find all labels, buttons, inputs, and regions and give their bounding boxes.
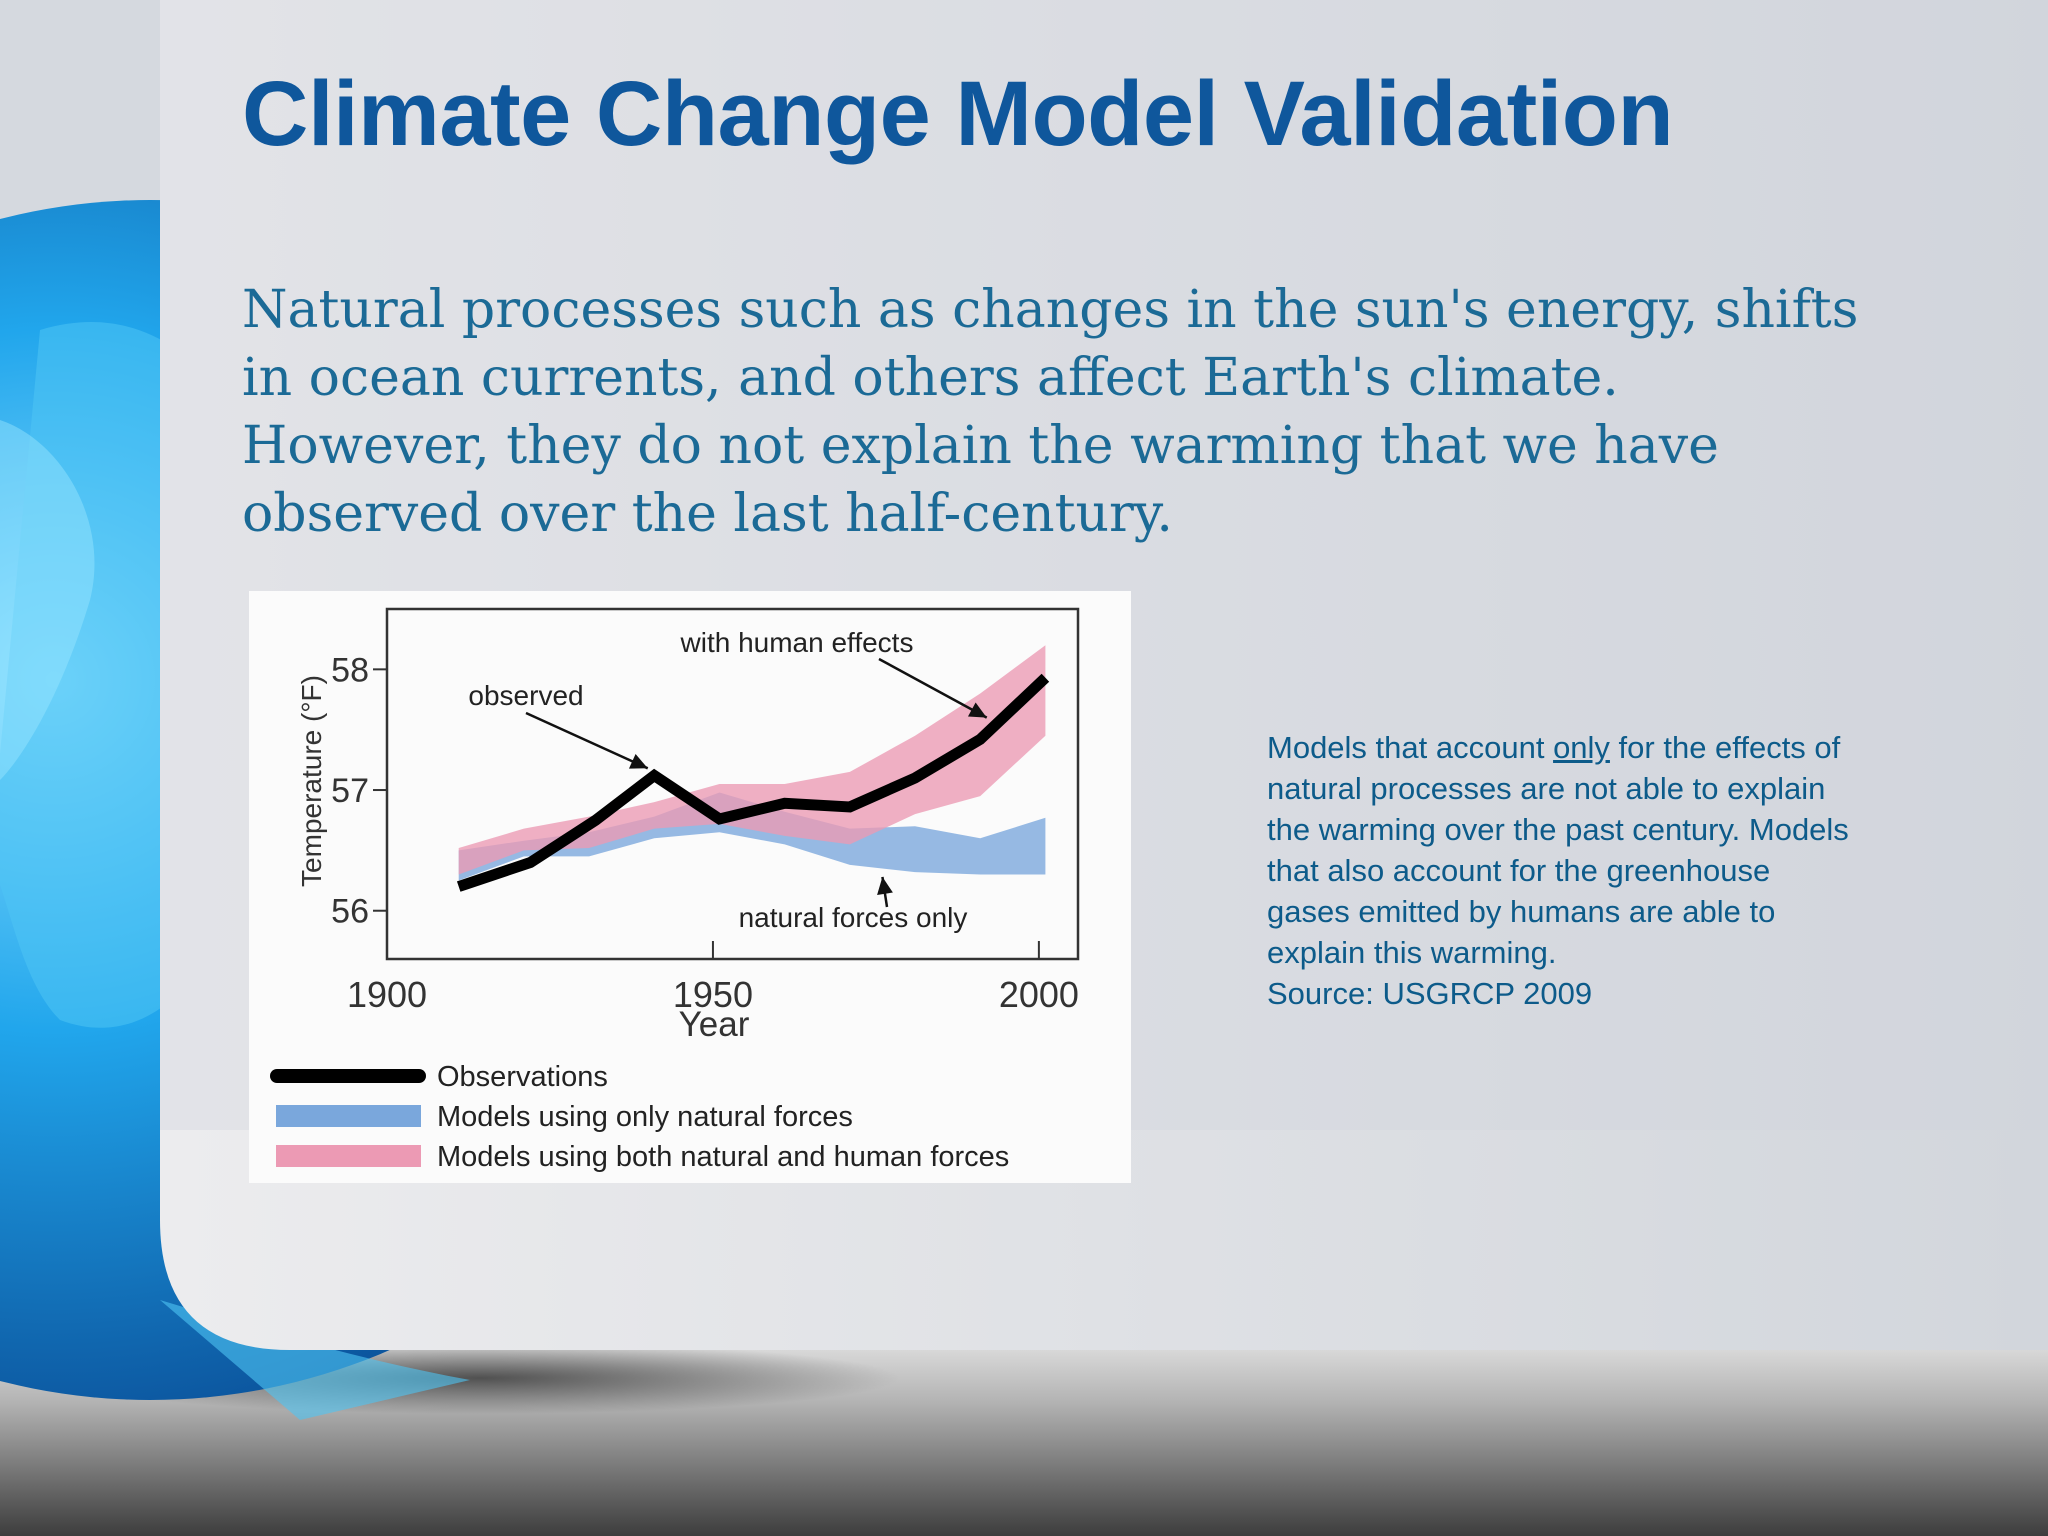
y-axis-label: Temperature (°F): [296, 675, 327, 887]
caption-source: Source: USGRCP 2009: [1267, 976, 1593, 1011]
series-band-1: [458, 792, 1046, 881]
annotation-label: with human effects: [680, 627, 914, 658]
intro-paragraph: Natural processes such as changes in the…: [242, 280, 1859, 544]
annotation-arrow: [525, 711, 649, 770]
plot-frame: [385, 607, 1080, 961]
caption-lead: Models that account: [1267, 730, 1554, 765]
observations-line: [456, 673, 1050, 892]
y-tick-label: 56: [331, 893, 369, 931]
x-tick-label: 1900: [347, 974, 427, 1015]
annotation-arrow: [878, 657, 988, 719]
annotation-label: observed: [468, 680, 583, 711]
legend-label: Models using only natural forces: [437, 1101, 853, 1133]
legend-swatch-band: [276, 1145, 421, 1167]
chart-card: 56 57 58 1900 1950 2000 Temperature (°F) Year…: [249, 591, 1131, 1183]
legend-label: Observations: [437, 1061, 608, 1093]
annotation-arrowhead: [877, 876, 893, 895]
legend-label: Models using both natural and human forc…: [437, 1141, 1009, 1173]
caption-body: for the effects of natural processes are…: [1267, 730, 1849, 970]
caption-emphasis: only: [1553, 730, 1610, 765]
annotation-arrowhead: [967, 702, 987, 718]
annotation-label: natural forces only: [739, 902, 968, 933]
x-tick-label: 2000: [999, 974, 1079, 1015]
page-title: Climate Change Model Validation: [242, 63, 1674, 165]
x-axis-label: Year: [679, 1005, 750, 1044]
y-tick-label: 57: [331, 772, 369, 810]
y-tick-label: 58: [331, 651, 369, 689]
chart-caption: Models that account only for the effects…: [1267, 727, 1857, 1014]
legend-swatch-band: [276, 1105, 421, 1127]
annotation-arrowhead: [628, 753, 648, 769]
x-tick-label: 1950: [673, 974, 753, 1015]
temperature-chart: 56 57 58 1900 1950 2000 Temperature (°F) Year…: [270, 607, 1080, 1173]
